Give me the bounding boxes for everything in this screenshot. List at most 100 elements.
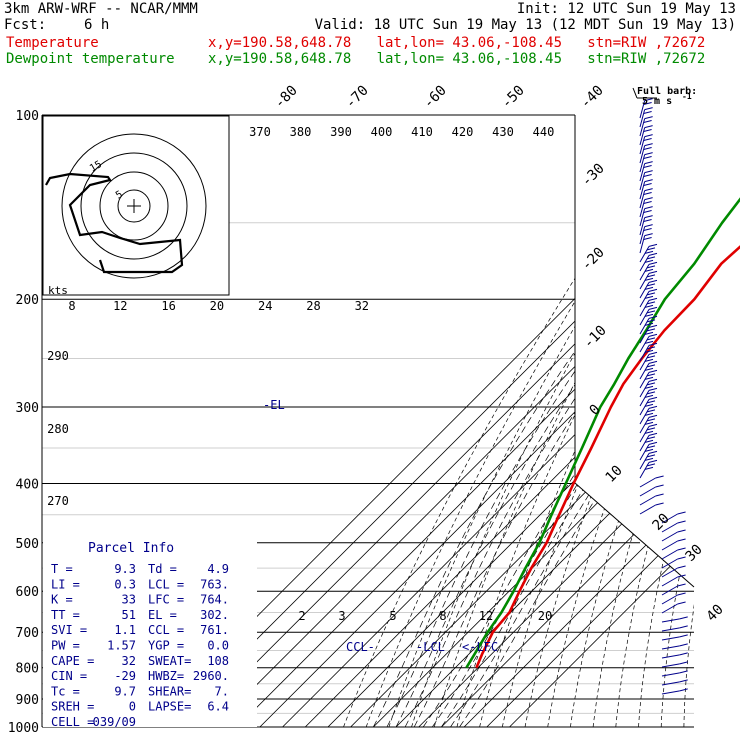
moist-adiabat-8 — [413, 298, 654, 727]
parcel-row-label: CAPE = — [51, 654, 94, 668]
wind-barb-feather — [644, 403, 654, 407]
wind-barb — [639, 170, 653, 191]
wind-barb-feather — [644, 322, 654, 326]
pressure-label-700: 700 — [16, 626, 39, 641]
parcel-row-value: 2960. — [193, 669, 229, 683]
moist-adiabat-0 — [395, 298, 636, 727]
parcel-row-label: YGP = — [148, 639, 184, 653]
wind-barb-feather — [644, 448, 654, 452]
wind-barb-feather — [644, 277, 654, 281]
wind-barb-feather — [648, 369, 658, 373]
wind-barb — [661, 565, 686, 578]
wind-barb-feather — [646, 364, 656, 368]
parcel-row-value: 9.7 — [114, 684, 136, 698]
wind-barb-shaft — [639, 354, 650, 371]
pressure-label-400: 400 — [16, 477, 39, 492]
parcel-row-label: K = — [51, 593, 73, 607]
wind-barb-shaft — [639, 208, 646, 227]
isotherm--70 — [236, 115, 694, 727]
wind-barb-feather — [644, 331, 654, 335]
full-barb-sample-flag — [632, 87, 638, 99]
wind-barb-shaft — [639, 163, 646, 182]
wind-barb-shaft — [639, 453, 650, 470]
wind-barb-feather — [677, 520, 686, 524]
wind-barb-feather — [644, 197, 653, 201]
mixing-ratio-label-20: 20 — [538, 609, 552, 623]
parcel-row-value: 761. — [200, 623, 229, 637]
wind-barb-feather — [644, 98, 653, 102]
wind-barb-feather — [648, 333, 658, 337]
parcel-row-value: -29 — [114, 669, 136, 683]
wind-barb — [639, 261, 658, 281]
wind-barb — [661, 556, 686, 569]
parcel-row-label: Td = — [148, 562, 177, 576]
wind-barb-feather — [646, 409, 656, 413]
hodograph-rings — [61, 133, 207, 279]
wind-barb-feather — [643, 227, 652, 231]
wind-barb-feather — [648, 324, 658, 328]
temperature-station-info: x,y=190.58,648.78 lat,lon= 43.06,-108.45… — [208, 35, 706, 51]
parcel-row-label: LI = — [51, 577, 80, 591]
pressure-label-900: 900 — [16, 693, 39, 708]
wind-barb — [639, 459, 658, 479]
isotherm-label--30: -30 — [579, 161, 608, 190]
wind-barb — [639, 396, 658, 416]
wind-barb — [639, 107, 653, 128]
wind-barb-feather — [644, 376, 654, 380]
wind-barb-feather — [643, 137, 652, 141]
wind-barb-shaft — [639, 172, 646, 191]
wind-barb-feather — [646, 445, 656, 449]
isotherm-label--20: -20 — [579, 245, 608, 274]
wind-barb-feather — [655, 475, 664, 479]
wind-barb-feather — [644, 188, 653, 192]
isotherm-label-30: 30 — [683, 542, 706, 565]
wind-barb — [639, 333, 658, 353]
wind-barb — [661, 688, 688, 695]
wind-barb-feather — [646, 247, 656, 251]
wind-barb — [661, 511, 686, 524]
wind-barb-feather — [648, 414, 658, 418]
parcel-row-value: 1.57 — [107, 639, 136, 653]
wind-barb-feather — [644, 340, 654, 344]
wind-barb — [661, 670, 688, 677]
wind-barb — [639, 116, 653, 137]
wind-barb — [661, 616, 688, 623]
wind-barb-shaft — [639, 255, 650, 272]
wind-barb-shaft — [639, 199, 646, 218]
wind-barb-shaft — [639, 154, 646, 173]
wind-barb — [639, 342, 658, 362]
wind-barb-feather — [643, 209, 652, 213]
isotherm--80 — [214, 115, 694, 727]
wind-barb-shaft — [639, 486, 656, 497]
parcel-row-label: SWEAT= — [148, 654, 191, 668]
hodo-speed-label-16: 16 — [161, 299, 175, 313]
wind-barb — [639, 134, 653, 155]
wind-barb — [639, 315, 658, 335]
wind-barb — [639, 152, 653, 173]
wind-barb-feather — [644, 215, 653, 219]
wind-barb-feather — [644, 259, 654, 263]
wind-barb-feather — [644, 206, 653, 210]
wind-barb-feather — [644, 457, 654, 461]
wind-barb-feather — [648, 279, 658, 283]
dry-adiabat-370 — [615, 115, 694, 727]
theta-label-380: 380 — [290, 125, 312, 139]
parcel-row-value: 1.1 — [114, 623, 136, 637]
wind-barb-feather — [679, 652, 688, 656]
isotherm-label--10: -10 — [581, 323, 610, 352]
wind-barb-shaft — [661, 618, 680, 623]
wind-barb-shaft — [639, 235, 646, 254]
parcel-row-label: Tc = — [51, 684, 80, 698]
wind-barb-feather — [643, 128, 652, 132]
wind-barb-feather — [646, 373, 656, 377]
isotherm-label--40: -40 — [578, 83, 607, 112]
wind-barb — [661, 601, 686, 614]
isotherm-label--80: -80 — [272, 83, 301, 112]
lfc-marker: <-LFC — [462, 640, 498, 654]
theta-label-430: 430 — [492, 125, 514, 139]
forecast-label: Fcst: — [4, 17, 47, 33]
wind-barb — [639, 197, 653, 218]
wind-barb-feather — [644, 466, 654, 470]
wind-barb — [639, 369, 658, 389]
wind-barb-feather — [646, 418, 656, 422]
